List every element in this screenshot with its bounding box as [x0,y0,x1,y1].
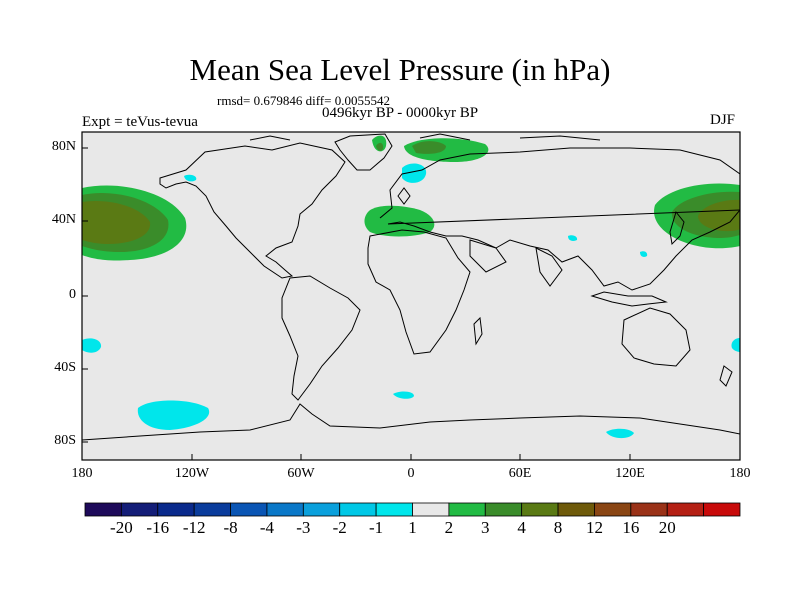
lon-label-0: 0 [407,466,415,481]
colorbar-label: 12 [585,518,603,537]
arctic-anomaly-core [412,141,446,154]
colorbar-swatch [157,502,195,517]
colorbar-swatch [412,502,450,517]
colorbar-label: 20 [658,518,676,537]
colorbar-swatch [557,502,595,517]
madagascar-coast [473,316,483,346]
colorbar-swatch [630,502,668,517]
eurasia-coast [379,147,740,291]
colorbar-swatch [448,502,486,517]
india-coast [535,247,563,287]
colorbar-label: -12 [182,518,206,537]
lon-label-120w: 120W [174,466,210,481]
north-pacific-anomaly-core [82,200,151,244]
axis-ticks [81,147,741,460]
colorbar-swatch [594,502,632,517]
lon-label-60w: 60W [287,466,315,481]
greenland-coast [334,133,393,171]
colorbar-label: 16 [622,518,640,537]
colorbar-label: 4 [517,518,526,537]
colorbar-swatch [484,502,523,517]
colorbar-swatch [703,502,741,517]
colorbar-label: -2 [332,518,347,537]
north-america-coast [159,142,346,279]
colorbar-swatch [339,502,377,517]
colorbar-swatch [375,502,413,517]
lon-label-180w: 180 [71,466,93,481]
colorbar-label: -3 [296,518,311,537]
gulf-alaska-negative [184,174,197,182]
colorbar-label: -16 [146,518,170,537]
lon-label-120e: 120E [615,466,645,481]
lat-label-80n: 80N [51,139,76,154]
season-label: DJF [710,112,736,128]
colorbar-label: -20 [110,518,133,537]
south-america-coast [281,275,361,401]
new-zealand-coast [719,365,733,387]
colorbar-swatch [84,502,122,517]
colorbar-label: -1 [369,518,384,537]
colorbar-swatch [302,502,341,517]
lat-label-40s: 40S [54,360,76,375]
south-pacific-negative [137,400,210,430]
indonesia-coast [590,291,668,307]
lat-label-40n: 40N [51,212,76,227]
lat-label-80s: 80S [54,433,76,448]
east-edge-negative [731,338,740,352]
arabia-coast [469,239,507,273]
northwest-pacific-anomaly-core [698,199,740,232]
colorbar-swatch [521,502,559,517]
time-period-label: 0496kyr BP - 0000kyr BP [322,105,479,121]
southwest-pacific-negative [82,338,102,353]
colorbar [84,502,741,517]
europe-anomaly [364,205,435,237]
arctic-islands [249,133,601,141]
indian-ocean-negative [568,235,578,241]
coastlines [82,133,740,441]
japan-coast [669,210,685,246]
colorbar-label: -8 [223,518,238,537]
colorbar-label: 3 [481,518,490,537]
western-pacific-negative [640,251,648,257]
colorbar-label: 1 [408,518,417,537]
north-atlantic-negative [402,163,427,183]
colorbar-swatch [666,502,705,517]
australia-coast [621,307,691,367]
lon-label-60e: 60E [508,466,532,481]
south-atlantic-negative [393,391,414,399]
experiment-label: Expt = teVus-tevua [82,114,198,130]
colorbar-label: -4 [259,518,275,537]
anomaly-shading [82,135,740,439]
uk-coast [397,187,411,205]
colorbar-label: 8 [553,518,563,537]
antarctica-coast [82,403,740,441]
colorbar-swatch [120,502,159,517]
map-title: Mean Sea Level Pressure (in hPa) [189,52,611,87]
rmsd-diff-stats: rmsd= 0.679846 diff= 0.0055542 [217,93,390,108]
colorbar-swatch [230,502,268,517]
colorbar-label: 2 [444,518,454,537]
lat-label-0: 0 [69,287,76,302]
southern-ocean-negative [606,428,634,439]
lon-label-180e: 180 [729,466,751,481]
africa-coast [367,229,471,355]
colorbar-swatch [266,502,304,517]
colorbar-swatch [193,502,231,517]
